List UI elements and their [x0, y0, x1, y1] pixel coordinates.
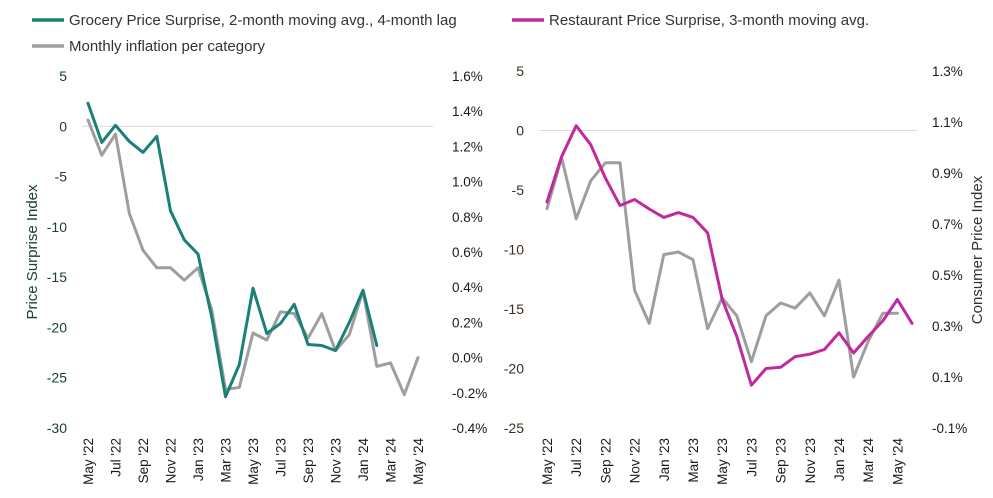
right-y-tick-label: 1.1%	[932, 115, 963, 130]
x-tick-label: Jul '23	[744, 438, 759, 477]
x-tick-label: Mar '24	[861, 438, 876, 483]
left-y-tick-label: -15	[504, 301, 524, 317]
left-y-tick-label: -20	[47, 319, 67, 335]
right-y-tick-label: 1.2%	[452, 139, 483, 154]
x-tick-label: Sep '22	[136, 438, 151, 483]
left-y-tick-label: -10	[504, 242, 524, 258]
x-tick-label: Mar '23	[219, 438, 234, 483]
series-line-restaurant	[545, 124, 914, 387]
left-y-tick-label: -25	[504, 420, 524, 436]
x-tick-label: Mar '24	[384, 438, 399, 483]
right-y-tick-label: 0.5%	[932, 268, 963, 283]
x-tick-label: Nov '22	[164, 438, 179, 483]
x-axis: May '22 Jul '22 Sep '22 Nov '22 Jan '23 Mar '…	[81, 438, 426, 485]
x-axis: May '22 Jul '22 Sep '22 Nov '22 Jan '23 Mar '…	[540, 438, 905, 485]
x-tick-label: Jan '24	[356, 438, 371, 482]
right-y-tick-label: 0.4%	[452, 280, 483, 295]
right-y-tick-label: 0.7%	[932, 217, 963, 232]
x-tick-label: Nov '23	[329, 438, 344, 483]
right-y-tick-label: 0.6%	[452, 245, 483, 260]
x-tick-label: Jul '22	[569, 438, 584, 477]
right-y-tick-label: -0.1%	[932, 421, 967, 436]
x-tick-label: May '24	[890, 438, 905, 485]
left-y-tick-label: -25	[47, 370, 67, 386]
x-tick-label: Sep '23	[774, 438, 789, 483]
right-y-axis: 1.3% 1.1% 0.9% 0.7% 0.5% 0.3% 0.1% -0.1%	[932, 64, 967, 436]
right-y-tick-label: 1.6%	[452, 69, 483, 84]
right-y-tick-label: 0.0%	[452, 351, 483, 366]
legend-label-grocery: Grocery Price Surprise, 2-month moving a…	[69, 12, 457, 29]
x-tick-label: Nov '22	[628, 438, 643, 483]
left-y-tick-label: 5	[59, 68, 67, 84]
right-y-tick-label: -0.2%	[452, 386, 487, 401]
left-y-axis-title: Price Surprise Index	[24, 184, 41, 320]
x-tick-label: May '23	[715, 438, 730, 485]
legend-item-restaurant: Restaurant Price Surprise, 3-month movin…	[512, 12, 869, 29]
x-tick-label: Mar '23	[686, 438, 701, 483]
x-tick-label: May '22	[81, 438, 96, 485]
right-y-tick-label: -0.4%	[452, 421, 487, 436]
right-y-tick-label: 0.3%	[932, 319, 963, 334]
left-y-tick-label: -5	[55, 169, 68, 185]
right-y-tick-label: 0.9%	[932, 166, 963, 181]
legend: Grocery Price Surprise, 2-month moving a…	[32, 12, 869, 55]
x-tick-label: Jan '24	[832, 438, 847, 482]
right-y-tick-label: 1.0%	[452, 175, 483, 190]
legend-item-grocery: Grocery Price Surprise, 2-month moving a…	[32, 12, 457, 29]
left-y-tick-label: -30	[47, 420, 67, 436]
x-tick-label: Sep '23	[301, 438, 316, 483]
right-y-tick-label: 0.8%	[452, 210, 483, 225]
x-tick-label: Nov '23	[803, 438, 818, 483]
x-tick-label: Sep '22	[598, 438, 613, 483]
legend-label-restaurant: Restaurant Price Surprise, 3-month movin…	[549, 12, 869, 29]
x-tick-label: Jan '23	[191, 438, 206, 481]
x-tick-label: May '22	[540, 438, 555, 485]
series-group	[86, 101, 420, 399]
right-y-tick-label: 1.3%	[932, 64, 963, 79]
right-y-axis-title: Consumer Price Index	[969, 175, 986, 324]
left-y-tick-label: -20	[504, 361, 524, 377]
left-y-tick-label: -10	[47, 219, 67, 235]
restaurant-chart: 5 0 -5 -10 -15 -20 -25 1.3% 1.1% 0.9% 0.7% 0.5% 0.3…	[504, 63, 986, 485]
x-tick-label: Jul '23	[274, 438, 289, 477]
legend-label-inflation: Monthly inflation per category	[69, 38, 265, 55]
right-y-tick-label: 0.1%	[932, 370, 963, 385]
left-y-tick-label: -15	[47, 269, 67, 285]
left-y-tick-label: 0	[59, 118, 67, 134]
series-group	[545, 124, 914, 387]
x-tick-label: May '24	[411, 438, 426, 485]
left-y-tick-label: 0	[516, 123, 524, 139]
left-y-tick-label: 5	[516, 63, 524, 79]
x-tick-label: May '23	[246, 438, 261, 485]
right-y-tick-label: 0.2%	[452, 315, 483, 330]
right-y-axis: 1.6% 1.4% 1.2% 1.0% 0.8% 0.6% 0.4% 0.2% 0.0% -0.2…	[452, 69, 487, 436]
left-y-axis: 5 0 -5 -10 -15 -20 -25	[504, 63, 524, 436]
x-tick-label: Jul '22	[109, 438, 124, 477]
series-line-inflation	[545, 156, 899, 379]
legend-item-inflation: Monthly inflation per category	[32, 38, 265, 55]
grocery-chart: 5 0 -5 -10 -15 -20 -25 -30 1.6% 1.4% 1.2% 1.0% 0.8%…	[24, 68, 487, 485]
series-line-grocery	[86, 101, 379, 399]
left-y-axis: 5 0 -5 -10 -15 -20 -25 -30	[47, 68, 67, 436]
x-tick-label: Jan '23	[657, 438, 672, 481]
right-y-tick-label: 1.4%	[452, 104, 483, 119]
left-y-tick-label: -5	[512, 182, 525, 198]
series-line-inflation	[86, 118, 420, 397]
